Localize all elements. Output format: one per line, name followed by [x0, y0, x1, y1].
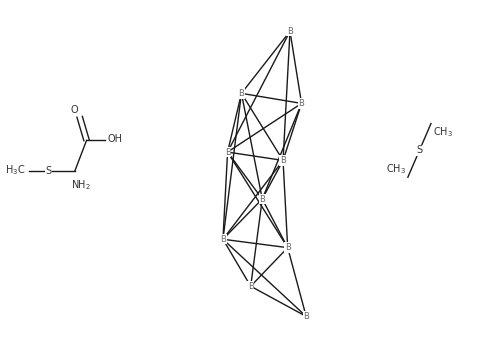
Text: CH$_3$: CH$_3$ — [385, 162, 406, 176]
Text: CH$_3$: CH$_3$ — [433, 125, 453, 139]
Text: B: B — [303, 312, 309, 321]
Text: NH$_2$: NH$_2$ — [71, 178, 91, 192]
Text: B: B — [225, 148, 230, 157]
Text: B: B — [299, 99, 304, 108]
Text: S: S — [416, 145, 422, 155]
Text: S: S — [45, 165, 51, 176]
Text: B: B — [248, 282, 253, 291]
Text: OH: OH — [108, 134, 122, 144]
Text: B: B — [287, 27, 293, 36]
Text: B: B — [285, 243, 290, 252]
Text: B: B — [239, 89, 244, 98]
Text: B: B — [220, 235, 226, 244]
Text: B: B — [280, 156, 286, 165]
Text: H$_3$C: H$_3$C — [5, 164, 25, 177]
Text: B: B — [259, 194, 265, 204]
Text: O: O — [70, 105, 78, 115]
